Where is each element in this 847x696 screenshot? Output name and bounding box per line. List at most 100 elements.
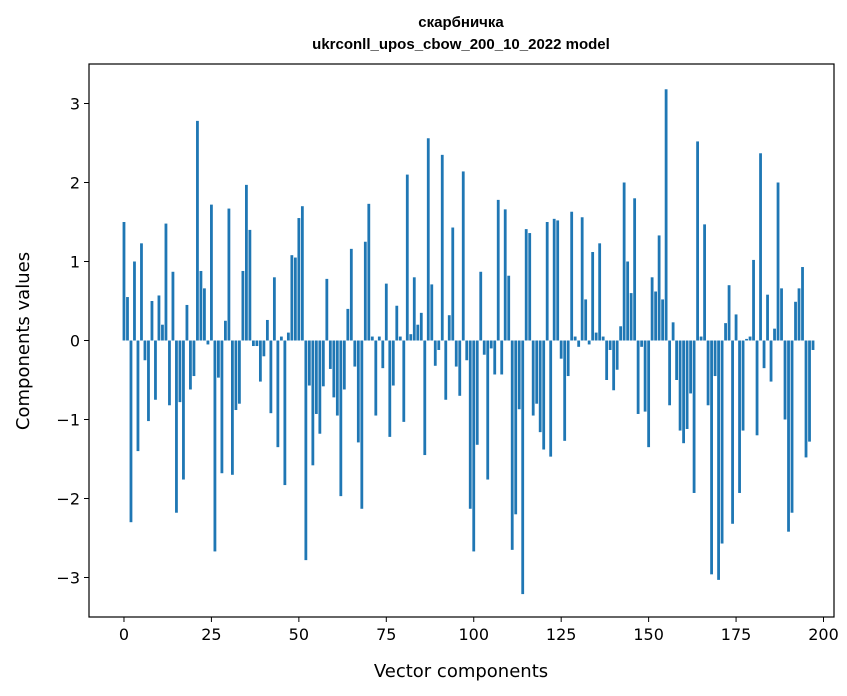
bar	[479, 271, 483, 341]
bar	[370, 336, 374, 341]
x-tick-label: 175	[721, 625, 752, 644]
bar	[367, 203, 371, 341]
x-tick-label: 150	[633, 625, 664, 644]
bar	[524, 229, 528, 341]
bar	[311, 340, 315, 466]
bar	[419, 312, 423, 341]
bar	[657, 235, 661, 341]
bar	[790, 340, 794, 513]
bar	[584, 299, 588, 341]
bar	[168, 340, 171, 406]
chart-subtitle: ukrconll_upos_cbow_200_10_2022 model	[312, 36, 610, 53]
bar	[140, 243, 143, 341]
bar	[353, 340, 357, 367]
bar	[133, 261, 136, 341]
bar	[528, 233, 532, 341]
bar	[196, 120, 199, 341]
x-axis-ticks: 0 25 50 75 100 125 150 175 200	[119, 617, 839, 644]
bar	[377, 336, 381, 341]
bar	[601, 336, 605, 341]
bar	[444, 340, 448, 400]
bar	[724, 323, 727, 341]
bar	[531, 340, 535, 416]
bar	[150, 301, 154, 341]
bar	[154, 340, 157, 400]
bar	[727, 285, 731, 341]
bar	[545, 222, 549, 341]
bar	[577, 340, 581, 347]
bar	[570, 211, 574, 341]
bar	[416, 324, 420, 341]
bar	[755, 340, 759, 436]
bar	[391, 340, 395, 386]
bar	[269, 340, 273, 414]
bar	[514, 340, 518, 515]
bar	[248, 229, 252, 341]
bar	[360, 340, 364, 509]
bar	[503, 209, 507, 341]
bar	[482, 340, 486, 355]
bar	[811, 340, 815, 350]
bar	[384, 283, 388, 341]
bar	[472, 340, 476, 552]
x-tick-label: 125	[546, 625, 577, 644]
bar	[220, 340, 224, 474]
y-tick-label: −3	[56, 569, 80, 588]
bar	[629, 293, 633, 341]
bar	[171, 271, 175, 341]
y-tick-label: 1	[70, 253, 80, 272]
bar	[608, 340, 612, 350]
y-axis-label: Components values	[13, 252, 34, 430]
bar	[493, 340, 497, 375]
bar	[664, 89, 668, 341]
bar	[129, 340, 133, 523]
bar	[328, 340, 332, 369]
bar	[458, 340, 462, 396]
bar	[678, 340, 682, 431]
bar	[363, 241, 367, 341]
bar	[738, 340, 741, 493]
bar	[283, 340, 287, 486]
bar	[619, 326, 623, 341]
bar	[640, 340, 644, 347]
bar	[643, 340, 647, 412]
bar	[164, 223, 168, 341]
bars	[122, 89, 815, 595]
bar	[325, 278, 329, 341]
bar	[703, 224, 706, 341]
bar	[356, 340, 360, 443]
chart-title: скарбничка	[418, 14, 504, 31]
bar	[297, 218, 301, 341]
bar	[374, 340, 378, 416]
bar	[489, 340, 493, 349]
bar	[262, 340, 266, 357]
bar	[626, 261, 630, 341]
bar	[258, 340, 262, 382]
x-tick-label: 200	[808, 625, 839, 644]
bar	[318, 340, 322, 434]
bar	[594, 332, 598, 341]
x-tick-label: 0	[119, 625, 129, 644]
bar	[745, 338, 748, 341]
bar	[500, 340, 504, 375]
bar	[430, 284, 434, 341]
bar	[692, 340, 696, 493]
bar	[321, 340, 325, 387]
bar	[710, 340, 713, 575]
bar	[717, 340, 720, 580]
bar	[769, 340, 773, 382]
bar	[454, 340, 458, 367]
y-axis-ticks: −3 −2 −1 0 1 2 3	[56, 95, 89, 588]
bar	[720, 340, 724, 544]
bar	[395, 305, 399, 341]
bar	[307, 340, 311, 386]
bar	[381, 340, 385, 369]
bar	[335, 340, 339, 416]
bar	[465, 340, 469, 361]
bar	[349, 248, 353, 341]
bar	[217, 340, 220, 378]
bar	[433, 340, 437, 366]
bar	[734, 314, 738, 341]
y-tick-label: −2	[56, 490, 80, 509]
